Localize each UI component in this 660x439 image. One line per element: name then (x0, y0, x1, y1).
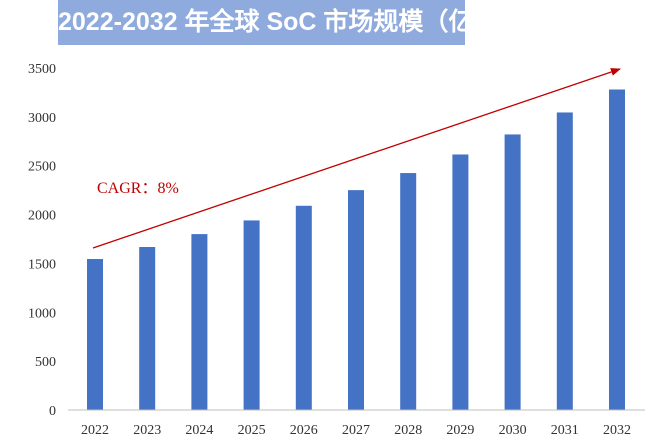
bar-2031 (556, 112, 573, 411)
x-tick-label: 2028 (394, 423, 422, 438)
y-tick-label: 0 (49, 404, 56, 419)
x-tick-label: 2032 (603, 423, 631, 438)
bar-2022 (87, 259, 103, 410)
bar-2025 (243, 220, 260, 410)
bar-2023 (139, 247, 156, 410)
y-tick-label: 3000 (28, 111, 56, 126)
y-tick-label: 2000 (28, 209, 56, 224)
bar-2028 (400, 173, 417, 410)
y-tick-label: 1000 (28, 306, 56, 321)
bar-2027 (348, 190, 364, 410)
x-tick-label: 2027 (342, 423, 370, 438)
cagr-trend-arrow (92, 68, 621, 249)
bar-2032 (609, 89, 625, 411)
y-tick-label: 3500 (28, 62, 56, 77)
y-tick-label: 500 (35, 355, 56, 370)
y-tick-label: 2500 (28, 160, 56, 175)
bar-2026 (295, 205, 312, 410)
x-tick-label: 2022 (81, 423, 109, 438)
y-tick-label: 1500 (28, 257, 56, 272)
x-tick-label: 2031 (551, 423, 579, 438)
x-tick-label: 2024 (185, 423, 213, 438)
bar-2024 (191, 234, 208, 410)
x-tick-label: 2029 (446, 423, 474, 438)
x-tick-label: 2030 (499, 423, 527, 438)
bar-2029 (452, 154, 469, 410)
x-tick-label: 2026 (290, 423, 318, 438)
x-tick-label: 2025 (238, 423, 266, 438)
x-tick-label: 2023 (133, 423, 161, 438)
bar-2030 (504, 134, 521, 410)
cagr-annotation: CAGR：8% (97, 180, 179, 197)
